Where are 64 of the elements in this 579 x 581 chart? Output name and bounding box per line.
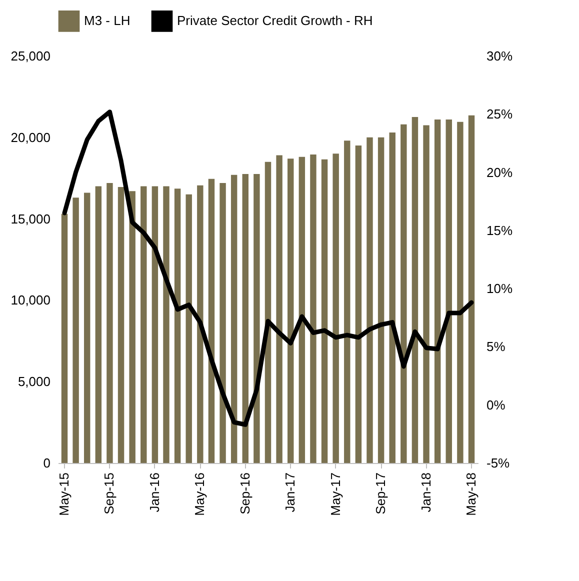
y-tick-label: 5,000 <box>18 374 50 390</box>
x-tick-label: Jan-17 <box>282 472 298 512</box>
bar <box>140 186 147 463</box>
bar <box>423 125 430 463</box>
bar <box>412 117 418 463</box>
x-tick-label: May-16 <box>192 472 208 516</box>
y-tick-label: 10,000 <box>10 292 50 308</box>
bar <box>321 159 328 463</box>
y2-tick-label: 10% <box>486 281 513 296</box>
bar <box>468 115 475 463</box>
y2-tick-label: 30% <box>486 48 513 64</box>
y-tick-label: 25,000 <box>10 48 50 64</box>
bar <box>106 182 113 463</box>
y2-tick-label: 0% <box>486 397 506 412</box>
bar <box>389 132 396 463</box>
bar <box>310 154 316 463</box>
legend-label: M3 - LH <box>84 13 130 28</box>
x-tick-label: Sep-16 <box>237 472 252 514</box>
y2-tick-label: -5% <box>486 456 510 470</box>
bar <box>208 178 215 463</box>
x-tick-label: Jan-16 <box>146 472 162 512</box>
bar <box>230 174 238 463</box>
y2-tick-label: 25% <box>486 106 513 122</box>
bar <box>332 154 339 463</box>
x-tick-label: Jan-18 <box>418 472 434 512</box>
bar <box>254 174 260 463</box>
bar <box>288 158 294 463</box>
bar <box>366 137 373 463</box>
x-tick-label: May-18 <box>464 472 478 516</box>
x-tick-label: Sep-17 <box>373 472 388 514</box>
y-tick-label: 15,000 <box>10 211 50 226</box>
y2-tick-label: 20% <box>486 164 513 180</box>
y-tick-label: 0 <box>43 456 50 470</box>
bar <box>434 119 441 463</box>
bar <box>378 137 384 463</box>
bar <box>72 198 79 463</box>
bar <box>61 214 68 463</box>
bar <box>446 119 452 463</box>
bar <box>264 162 272 463</box>
legend-label: Private Sector Credit Growth - RH <box>177 13 373 28</box>
bar <box>152 186 158 463</box>
bar <box>276 155 282 463</box>
bar <box>118 187 124 463</box>
y-tick-label: 20,000 <box>10 130 50 145</box>
bar <box>174 188 181 463</box>
bar <box>344 140 350 463</box>
bar <box>186 194 192 463</box>
bar <box>220 182 226 463</box>
y2-tick-label: 5% <box>486 339 506 354</box>
bar <box>298 156 306 463</box>
y2-tick-label: 15% <box>486 222 513 238</box>
bar <box>84 192 90 463</box>
bar <box>95 186 102 463</box>
x-tick-label: May-15 <box>56 472 72 516</box>
bar <box>242 174 248 463</box>
x-tick-label: Sep-15 <box>102 472 117 514</box>
bar <box>457 122 464 463</box>
line-series <box>62 110 474 427</box>
x-tick-label: May-17 <box>328 472 343 516</box>
bar <box>197 185 204 463</box>
bar <box>129 191 136 463</box>
bar <box>355 146 362 463</box>
bar <box>400 124 407 463</box>
bar <box>163 186 170 463</box>
